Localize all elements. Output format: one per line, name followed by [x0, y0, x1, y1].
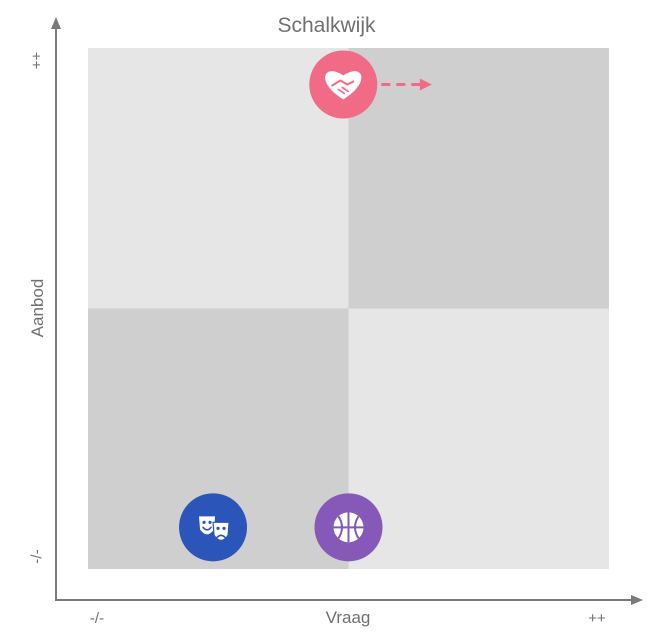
quadrant-top-left — [88, 48, 349, 309]
quadrant-top-right — [348, 48, 609, 309]
y-axis-label: Aanbod — [28, 278, 47, 338]
point-zorg — [309, 50, 432, 119]
basketball-icon — [333, 512, 364, 543]
y-axis-arrowhead — [51, 17, 61, 29]
y-axis-max-label: ++ — [28, 51, 46, 70]
point-sport — [314, 493, 383, 562]
x-axis-min-label: -/- — [89, 610, 105, 627]
quadrant-bottom-right — [348, 308, 609, 569]
theater-masks-icon — [199, 516, 230, 541]
x-axis-max-label: ++ — [588, 610, 606, 627]
x-axis-label: Vraag — [325, 608, 371, 627]
heart-handshake-icon — [325, 71, 362, 100]
trend-arrowhead — [419, 78, 432, 91]
point-cultuur — [179, 493, 248, 562]
y-axis-min-label: -/- — [28, 549, 46, 564]
chart-title: Schalkwijk — [277, 14, 376, 37]
x-axis-arrowhead — [631, 595, 643, 605]
